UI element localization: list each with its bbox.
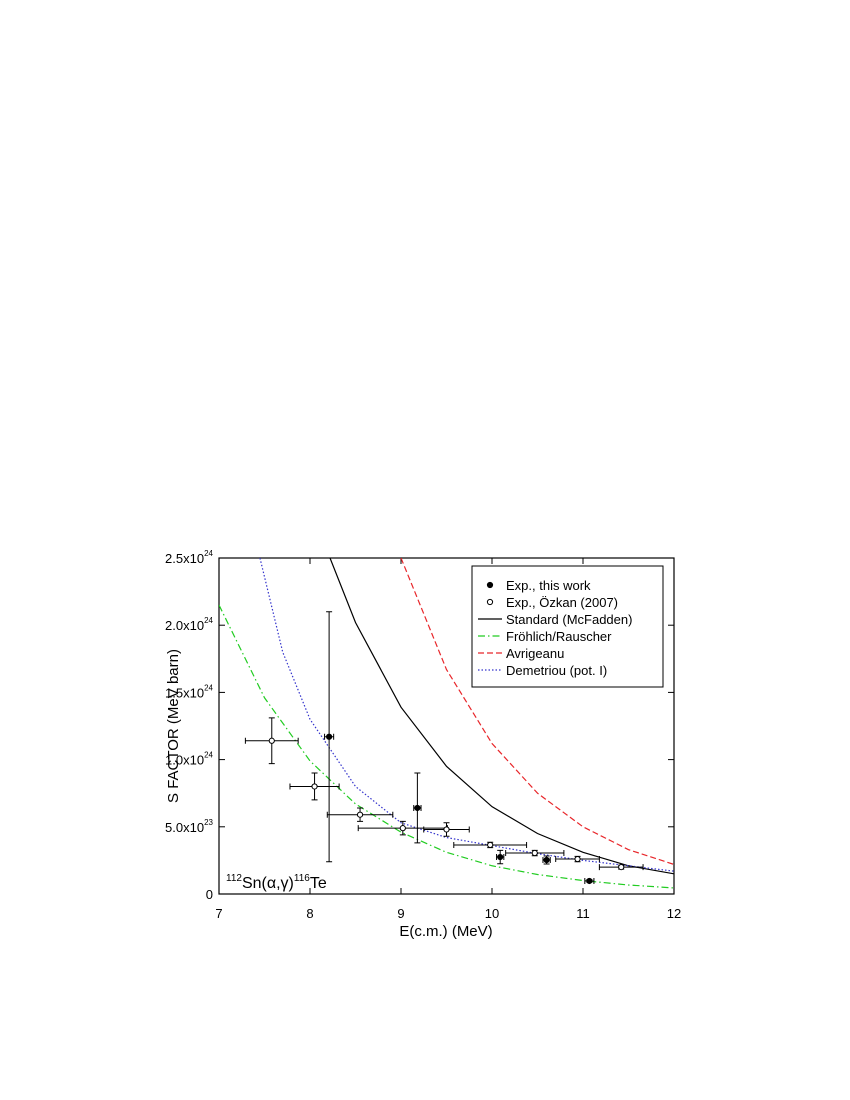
y-tick-label: 2.0x1024 (165, 616, 213, 633)
legend-label: Avrigeanu (506, 646, 564, 661)
legend-label: Demetriou (pot. I) (506, 663, 607, 678)
y-tick-exponent: 24 (204, 751, 213, 760)
y-tick-label: 0 (206, 887, 213, 902)
curve (329, 558, 674, 875)
data-point (574, 855, 581, 863)
data-point (399, 825, 406, 832)
annotation-text: Te (310, 875, 327, 892)
data-point (586, 877, 593, 885)
annotation-text: Sn(α,γ) (242, 875, 294, 892)
data-point (311, 783, 318, 790)
y-tick-exponent: 24 (204, 616, 213, 625)
legend-box (471, 565, 664, 688)
y-tick-label: 1.5x1024 (165, 683, 213, 700)
legend-label: Exp., this work (506, 578, 591, 593)
legend-label: Fröhlich/Rauscher (506, 629, 612, 644)
y-tick-exponent: 23 (204, 818, 213, 827)
legend-label: Standard (McFadden) (506, 612, 632, 627)
y-tick-mantissa: 1.5x10 (165, 685, 204, 700)
legend-marker (486, 581, 494, 589)
annotation-mass: 116 (294, 873, 310, 884)
y-tick-mantissa: 2.0x10 (165, 618, 204, 633)
x-tick-label: 12 (667, 906, 681, 921)
legend-label: Exp., Özkan (2007) (506, 595, 618, 610)
data-point (326, 733, 333, 740)
plot-frame (218, 557, 675, 895)
y-tick-exponent: 24 (204, 549, 213, 558)
y-tick-mantissa: 5.0x10 (165, 820, 204, 835)
annotation: 112Sn(α,γ)116Te (226, 873, 327, 892)
data-point (543, 856, 550, 864)
curve (219, 604, 674, 889)
legend-marker (486, 598, 494, 606)
curve (400, 558, 674, 866)
x-tick-label: 11 (576, 906, 590, 921)
data-point (531, 849, 538, 857)
data-point (356, 811, 364, 818)
plot-area (219, 558, 674, 889)
y-tick-exponent: 24 (204, 683, 213, 692)
x-tick-label: 9 (397, 906, 404, 921)
x-tick-label: 10 (485, 906, 499, 921)
x-tick-label: 8 (306, 906, 313, 921)
y-tick-label: 5.0x1023 (165, 818, 213, 835)
data-point (487, 841, 494, 849)
y-axis-label: S FACTOR (MeV barn) (165, 649, 182, 803)
y-tick-mantissa: 1.0x10 (165, 753, 204, 768)
annotation-mass: 112 (226, 873, 242, 884)
x-tick-label: 7 (215, 906, 222, 921)
data-point (497, 853, 504, 861)
data-point (618, 864, 625, 871)
data-point (414, 804, 421, 812)
data-point (268, 737, 275, 744)
y-tick-mantissa: 2.5x10 (165, 551, 204, 566)
y-tick-label: 2.5x1024 (165, 549, 213, 566)
data-point (443, 826, 450, 833)
x-axis-label: E(c.m.) (MeV) (399, 923, 492, 940)
y-tick-label: 1.0x1024 (165, 751, 213, 768)
